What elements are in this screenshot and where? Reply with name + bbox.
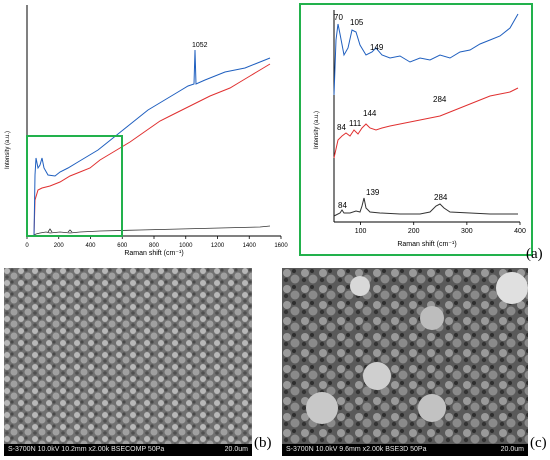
peak-label-blue-105: 105 (350, 18, 364, 27)
x-tick-label: 1400 (243, 243, 257, 249)
raman-full-chart: 0 200 400 600 800 1000 1200 1400 1600 Intensity … (5, 5, 288, 257)
series-black-peak-284 (67, 229, 73, 233)
sem-texture-c (282, 268, 528, 444)
sem-texture-b (4, 268, 252, 444)
x-tick-label: 0 (25, 243, 29, 249)
series-blue (33, 49, 271, 237)
sem-particle (418, 394, 446, 422)
zoom-x-axis-label: Raman shift (cm⁻¹) (397, 241, 456, 248)
sem-info-c: S-3700N 10.0kV 9.6mm x2.00k BSE3D 50Pa (286, 446, 427, 453)
peak-label-red-111: 111 (349, 119, 362, 128)
sem-info-bar-b: S-3700N 10.0kV 10.2mm x2.00k BSECOMP 50P… (4, 444, 252, 456)
x-tick-label: 1600 (274, 243, 288, 249)
annotation-1052: 1052 (192, 42, 208, 49)
x-tick-label: 600 (117, 243, 128, 249)
peak-label-red-284: 284 (433, 95, 447, 104)
peak-label-red-144: 144 (363, 109, 377, 118)
series-black (31, 225, 271, 237)
sem-particle (350, 276, 370, 296)
peak-label-blue-70: 70 (334, 13, 343, 22)
peak-label-black-284: 284 (434, 193, 448, 202)
sem-particle (496, 272, 528, 304)
sem-image-b: S-3700N 10.0kV 10.2mm x2.00k BSECOMP 50P… (4, 268, 252, 456)
zoom-x-tick-label: 200 (408, 228, 420, 235)
sem-image-c: S-3700N 10.0kV 9.6mm x2.00k BSE3D 50Pa 2… (282, 268, 528, 456)
zoom-x-tick-label: 100 (355, 228, 367, 235)
sem-info-bar-c: S-3700N 10.0kV 9.6mm x2.00k BSE3D 50Pa 2… (282, 444, 528, 456)
sem-particle (363, 362, 391, 390)
sem-scale-c: 20.0um (500, 446, 524, 453)
sem-particle (306, 392, 338, 424)
zoom-x-tick-label: 400 (514, 228, 526, 235)
panel-label-c: (c) (530, 435, 547, 451)
x-tick-label: 1200 (211, 243, 225, 249)
raman-zoom-chart: 100 200 300 400 Intensity (a.u.) Raman shif… (299, 3, 533, 256)
zoom-region-box (26, 135, 123, 237)
x-axis-label: Raman shift (cm⁻¹) (124, 250, 183, 257)
series-red (33, 63, 271, 237)
x-tick-label: 1000 (179, 243, 193, 249)
zoom-x-tick-label: 300 (461, 228, 473, 235)
sem-scale-b: 20.0um (224, 446, 248, 453)
sem-particle (420, 306, 444, 330)
y-axis-label: Intensity (a.u.) (5, 131, 11, 169)
zoom-y-axis-label: Intensity (a.u.) (314, 111, 320, 149)
x-tick-label: 400 (85, 243, 96, 249)
panel-label-a: (a) (526, 246, 543, 262)
panel-label-b: (b) (254, 435, 272, 451)
zoom-series-blue (333, 13, 519, 96)
x-tick-label: 200 (54, 243, 65, 249)
peak-label-red-84: 84 (337, 123, 346, 132)
series-black-peak-139 (47, 228, 53, 233)
x-tick-label: 800 (149, 243, 160, 249)
peak-label-black-139: 139 (366, 188, 380, 197)
sem-info-b: S-3700N 10.0kV 10.2mm x2.00k BSECOMP 50P… (8, 446, 165, 453)
peak-label-blue-149: 149 (370, 43, 384, 52)
zoom-series-black (333, 197, 518, 217)
zoom-series-red (333, 87, 519, 159)
zoom-frame (299, 3, 533, 256)
peak-label-black-84: 84 (338, 201, 347, 210)
